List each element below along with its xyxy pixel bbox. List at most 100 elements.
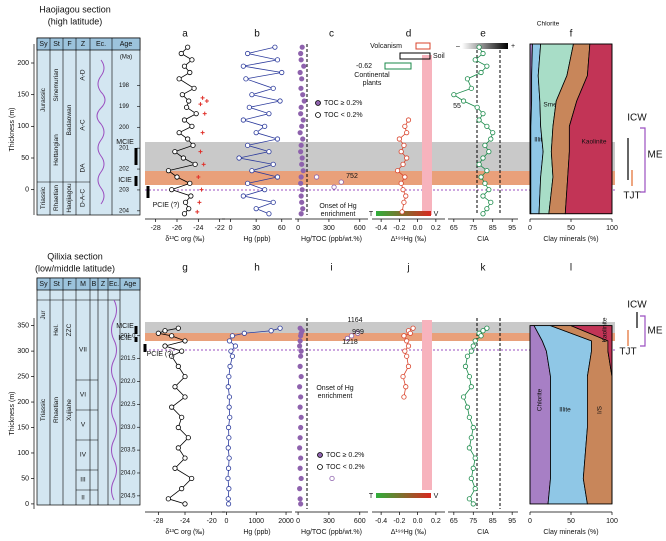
data-point	[297, 465, 303, 471]
section-title: Qilixia section	[47, 251, 103, 261]
unit-label: V	[81, 422, 86, 429]
unit-label: VII	[79, 347, 87, 354]
age-tick-label: 202.0	[120, 379, 136, 385]
data-point	[298, 142, 304, 148]
clay-label: Kaolinite	[582, 139, 607, 146]
event-bar	[134, 148, 150, 198]
data-point	[462, 363, 469, 369]
unit-label: Badaowan	[66, 104, 73, 135]
data-point	[398, 180, 404, 186]
data-point	[229, 333, 236, 339]
data-point	[298, 373, 304, 380]
data-point	[185, 435, 191, 441]
data-point	[187, 180, 193, 186]
data-point	[398, 149, 404, 155]
data-point	[298, 424, 304, 431]
y-axis-label: Thickness (m)	[9, 108, 16, 152]
x-tick-label: 95	[508, 518, 516, 525]
data-point	[245, 142, 251, 148]
range-bar	[422, 320, 432, 490]
data-point	[274, 174, 281, 180]
x-tick-label: 75	[469, 518, 477, 525]
column-header: F	[67, 281, 71, 288]
data-point	[476, 161, 482, 167]
data-point	[297, 130, 303, 136]
data-point	[176, 130, 182, 136]
event-bar	[134, 326, 147, 352]
data-point	[405, 117, 412, 123]
data-point	[300, 168, 306, 174]
data-point	[466, 414, 472, 420]
data-point	[169, 333, 175, 339]
legend-box	[384, 62, 412, 70]
data-point	[480, 50, 486, 57]
data-point	[182, 199, 189, 205]
data-point	[402, 123, 408, 129]
data-point	[402, 348, 408, 354]
age-tick-label: 200	[119, 125, 130, 131]
clay-label: Chlorite	[537, 388, 544, 411]
annotation: Volcanism	[370, 43, 402, 50]
y-axis-label: Thickness (m)	[9, 392, 16, 436]
data-point	[187, 69, 193, 76]
data-point	[279, 69, 285, 76]
data-point	[266, 111, 272, 117]
x-tick-label: -0.4	[375, 518, 387, 525]
data-point	[270, 199, 276, 205]
annotation: 1218	[342, 339, 358, 346]
data-point	[299, 161, 305, 167]
data-point	[464, 76, 471, 82]
data-point	[300, 136, 306, 142]
y-tick-label: 0	[25, 501, 29, 508]
data-point	[277, 98, 283, 104]
unit-label: Triassic	[40, 186, 47, 209]
panel-letter: k	[481, 263, 487, 274]
data-point	[480, 111, 486, 117]
data-point	[196, 175, 201, 179]
legend-label: TOC < 0.2%	[324, 112, 363, 119]
data-point	[249, 168, 255, 174]
data-point	[298, 85, 304, 91]
x-tick-label: 0	[225, 518, 229, 525]
data-point	[226, 486, 232, 492]
data-point	[191, 85, 197, 91]
annotation: T	[369, 493, 374, 500]
data-point	[480, 328, 486, 334]
age-tick-label: 201	[119, 146, 130, 152]
data-point	[169, 404, 175, 410]
data-point	[331, 184, 337, 190]
annotation: ICW	[627, 113, 647, 124]
data-point	[274, 57, 281, 63]
column-header: Ec.	[109, 281, 119, 288]
data-point	[228, 348, 234, 354]
data-point	[190, 142, 196, 148]
data-point	[399, 209, 405, 215]
data-point	[185, 44, 191, 50]
data-point	[165, 496, 171, 502]
y-tick-label: 200	[17, 60, 29, 67]
data-point	[404, 353, 410, 359]
x-tick-label: 65	[450, 518, 458, 525]
background-layer	[36, 37, 646, 509]
legend-label: TOC ≥ 0.2%	[324, 100, 362, 107]
data-point	[468, 475, 474, 482]
data-point	[486, 149, 492, 155]
data-point	[403, 193, 409, 199]
data-point	[407, 330, 413, 336]
x-tick-label: 300	[323, 225, 335, 232]
data-point	[186, 206, 192, 212]
data-point	[226, 435, 232, 441]
annotation: Continental	[354, 72, 390, 79]
x-tick-label: -0.4	[375, 225, 387, 232]
age-tick-label: 198	[119, 83, 130, 89]
data-point	[298, 149, 304, 155]
data-point	[298, 104, 304, 110]
x-tick-label: 600	[354, 225, 366, 232]
data-point	[298, 111, 304, 117]
data-point	[193, 111, 199, 117]
annotation: enrichment	[318, 393, 353, 400]
data-point	[474, 104, 480, 110]
age-tick-label: 204.5	[120, 493, 136, 499]
data-point	[488, 199, 494, 205]
